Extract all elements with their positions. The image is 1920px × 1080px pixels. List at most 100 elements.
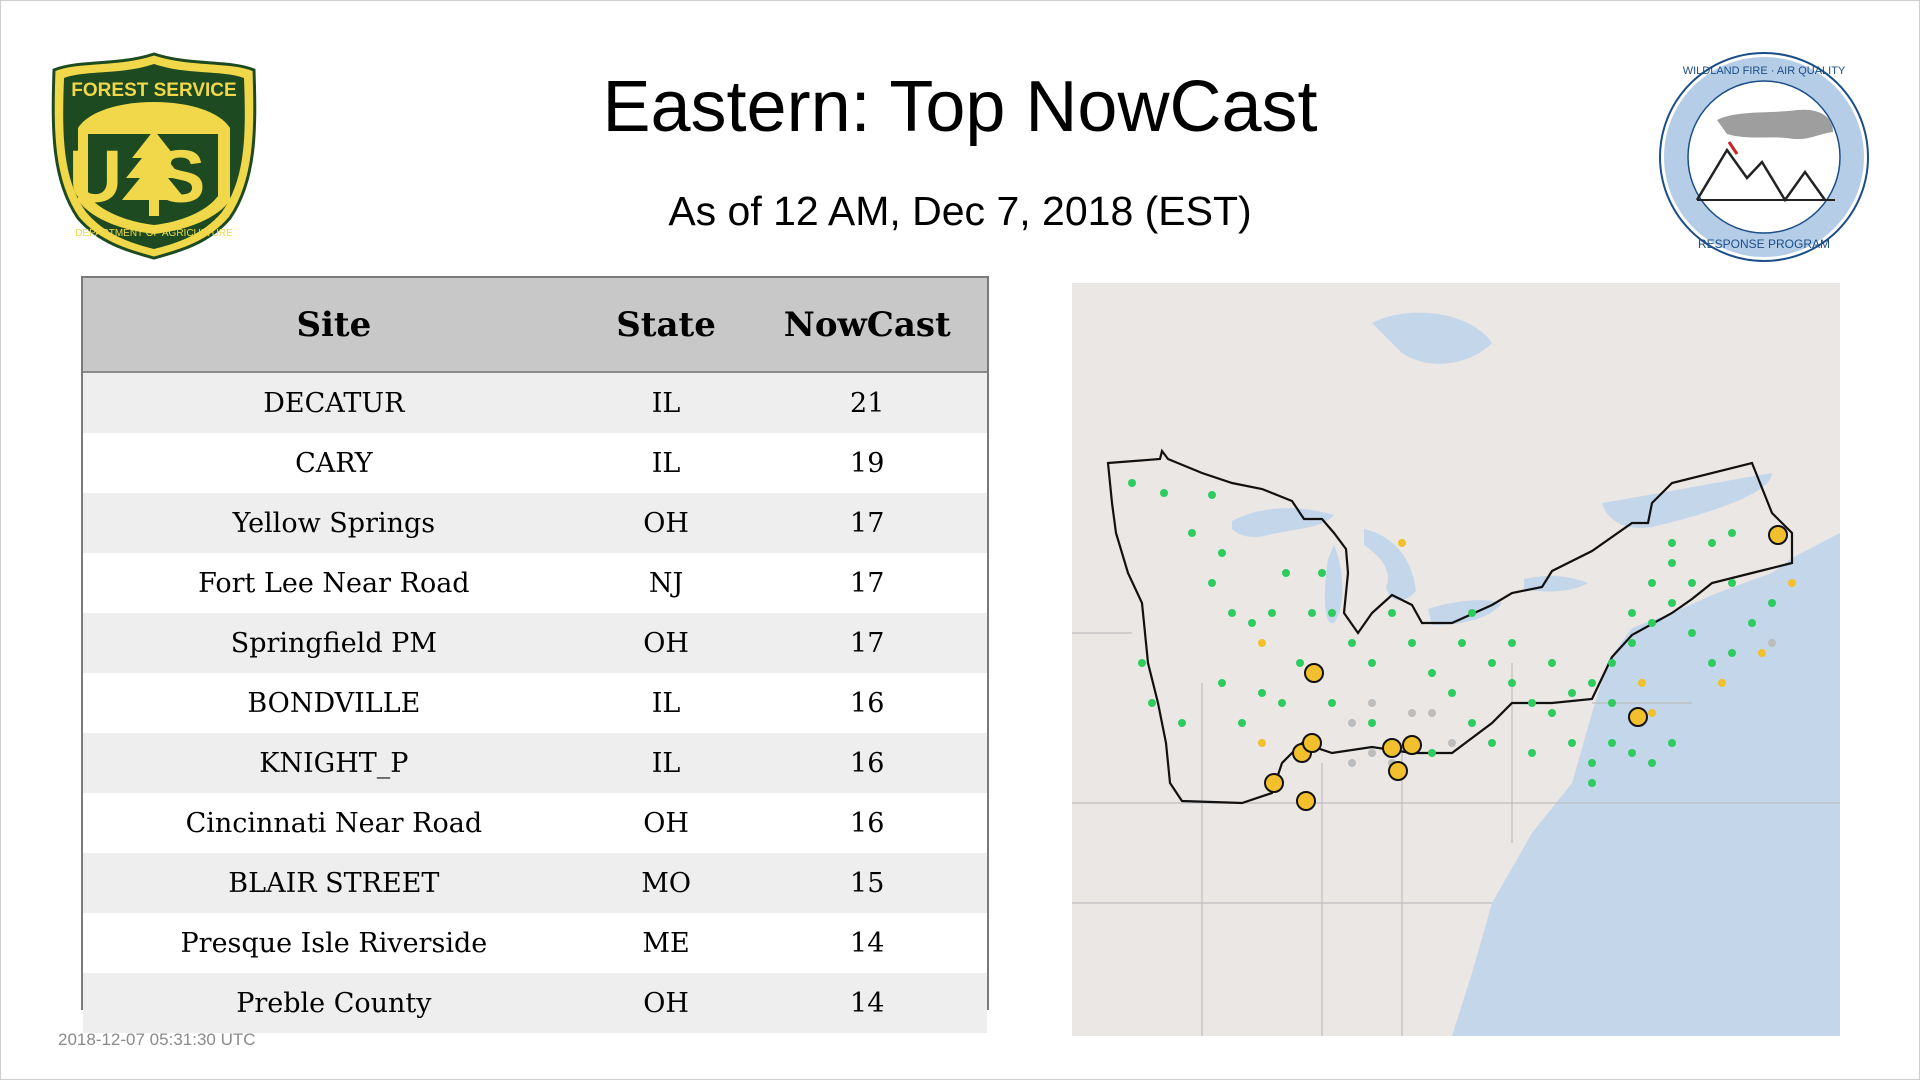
nowcast-cell: 16 bbox=[850, 807, 885, 839]
generated-timestamp: 2018-12-07 05:31:30 UTC bbox=[58, 1030, 256, 1049]
monitor-marker-good bbox=[1208, 579, 1216, 587]
nowcast-cell: 16 bbox=[850, 687, 885, 719]
table-row: DECATUR IL 21 bbox=[83, 372, 987, 433]
monitor-marker-good bbox=[1508, 639, 1516, 647]
monitor-marker-good bbox=[1508, 679, 1516, 687]
monitor-marker-good bbox=[1138, 659, 1146, 667]
monitor-marker-nodata bbox=[1368, 749, 1376, 757]
column-header-site[interactable]: Site bbox=[296, 304, 372, 345]
monitor-marker-nodata bbox=[1448, 739, 1456, 747]
monitor-marker-good bbox=[1296, 659, 1304, 667]
monitor-marker-good bbox=[1708, 539, 1716, 547]
nowcast-cell: 17 bbox=[850, 627, 885, 659]
monitor-marker-good bbox=[1238, 719, 1246, 727]
monitor-marker-good bbox=[1648, 579, 1656, 587]
logo-top-text: FOREST SERVICE bbox=[71, 80, 236, 101]
monitor-marker-good bbox=[1548, 659, 1556, 667]
column-header-state[interactable]: State bbox=[616, 304, 716, 345]
monitor-marker-good bbox=[1648, 619, 1656, 627]
nowcast-cell: 15 bbox=[850, 867, 885, 899]
monitor-marker-good bbox=[1588, 759, 1596, 767]
nowcast-cell: 21 bbox=[850, 387, 885, 419]
monitor-marker-good bbox=[1728, 579, 1736, 587]
monitor-marker-good bbox=[1628, 749, 1636, 757]
table-row: Presque Isle Riverside ME 14 bbox=[83, 913, 987, 973]
monitor-marker-good bbox=[1668, 739, 1676, 747]
monitor-marker-good bbox=[1648, 759, 1656, 767]
monitor-marker-good bbox=[1728, 529, 1736, 537]
monitor-marker-good bbox=[1668, 559, 1676, 567]
table-row: Springfield PM OH 17 bbox=[83, 613, 987, 673]
monitor-marker-good bbox=[1548, 709, 1556, 717]
monitor-marker-good bbox=[1608, 699, 1616, 707]
state-cell: OH bbox=[643, 987, 689, 1019]
monitor-marker-good bbox=[1308, 609, 1316, 617]
monitor-marker-good bbox=[1388, 609, 1396, 617]
monitor-marker-good bbox=[1668, 539, 1676, 547]
monitor-marker-good bbox=[1608, 659, 1616, 667]
table-row: Cincinnati Near Road OH 16 bbox=[83, 793, 987, 853]
nowcast-table: Site State NowCast DECATUR IL 21 CARY IL 19 … bbox=[81, 276, 989, 1033]
state-cell: OH bbox=[643, 807, 689, 839]
monitor-marker-good bbox=[1228, 609, 1236, 617]
monitor-marker-moderate bbox=[1648, 709, 1656, 717]
monitor-marker-nodata bbox=[1768, 639, 1776, 647]
monitor-marker-good bbox=[1328, 699, 1336, 707]
top-site-marker bbox=[1402, 735, 1422, 755]
monitor-marker-nodata bbox=[1348, 719, 1356, 727]
nowcast-cell: 17 bbox=[850, 567, 885, 599]
monitor-marker-good bbox=[1160, 489, 1168, 497]
monitor-marker-good bbox=[1728, 649, 1736, 657]
site-cell: Fort Lee Near Road bbox=[198, 567, 470, 599]
monitor-marker-moderate bbox=[1758, 649, 1766, 657]
table-row: CARY IL 19 bbox=[83, 433, 987, 493]
state-cell: IL bbox=[651, 447, 681, 479]
state-cell: IL bbox=[651, 687, 681, 719]
monitor-marker-moderate bbox=[1398, 539, 1406, 547]
monitor-marker-good bbox=[1688, 629, 1696, 637]
state-cell: IL bbox=[651, 387, 681, 419]
monitor-marker-good bbox=[1588, 679, 1596, 687]
monitor-marker-good bbox=[1258, 689, 1266, 697]
monitor-markers bbox=[1128, 479, 1796, 811]
monitor-marker-good bbox=[1208, 491, 1216, 499]
wildland-fire-logo: WILDLAND FIRE · AIR QUALITY RESPONSE PRO… bbox=[1659, 52, 1869, 262]
page-title: Eastern: Top NowCast bbox=[602, 67, 1318, 147]
monitor-marker-nodata bbox=[1428, 709, 1436, 717]
map-land bbox=[1072, 283, 1840, 1036]
site-cell: CARY bbox=[295, 447, 373, 479]
site-cell: Cincinnati Near Road bbox=[185, 807, 483, 839]
monitor-marker-good bbox=[1328, 609, 1336, 617]
top-site-marker bbox=[1382, 738, 1402, 758]
eastern-region-outline bbox=[1106, 448, 1794, 805]
monitor-marker-good bbox=[1268, 609, 1276, 617]
monitor-marker-good bbox=[1568, 689, 1576, 697]
monitor-marker-good bbox=[1428, 749, 1436, 757]
table-row: KNIGHT_P IL 16 bbox=[83, 733, 987, 793]
monitor-marker-good bbox=[1408, 639, 1416, 647]
table-header-row: Site State NowCast bbox=[83, 278, 987, 372]
monitor-marker-good bbox=[1528, 699, 1536, 707]
state-cell: NJ bbox=[648, 567, 684, 599]
monitor-marker-good bbox=[1468, 719, 1476, 727]
monitor-marker-good bbox=[1488, 739, 1496, 747]
logo-bottom-text: DEPARTMENT OF AGRICULTURE bbox=[75, 228, 233, 239]
monitor-marker-good bbox=[1488, 659, 1496, 667]
site-cell: Springfield PM bbox=[230, 627, 437, 659]
monitor-marker-good bbox=[1468, 609, 1476, 617]
monitor-marker-good bbox=[1368, 719, 1376, 727]
site-cell: BONDVILLE bbox=[247, 687, 421, 719]
great-lakes bbox=[1232, 312, 1772, 625]
monitor-marker-good bbox=[1768, 599, 1776, 607]
nowcast-cell: 14 bbox=[850, 927, 885, 959]
column-header-nowcast[interactable]: NowCast bbox=[783, 304, 951, 345]
state-cell: OH bbox=[643, 627, 689, 659]
site-cell: BLAIR STREET bbox=[228, 867, 440, 899]
monitor-marker-good bbox=[1588, 779, 1596, 787]
monitor-marker-good bbox=[1628, 639, 1636, 647]
monitor-marker-good bbox=[1148, 699, 1156, 707]
monitor-marker-good bbox=[1218, 549, 1226, 557]
monitor-marker-moderate bbox=[1788, 579, 1796, 587]
monitor-marker-good bbox=[1248, 619, 1256, 627]
monitor-marker-good bbox=[1178, 719, 1186, 727]
